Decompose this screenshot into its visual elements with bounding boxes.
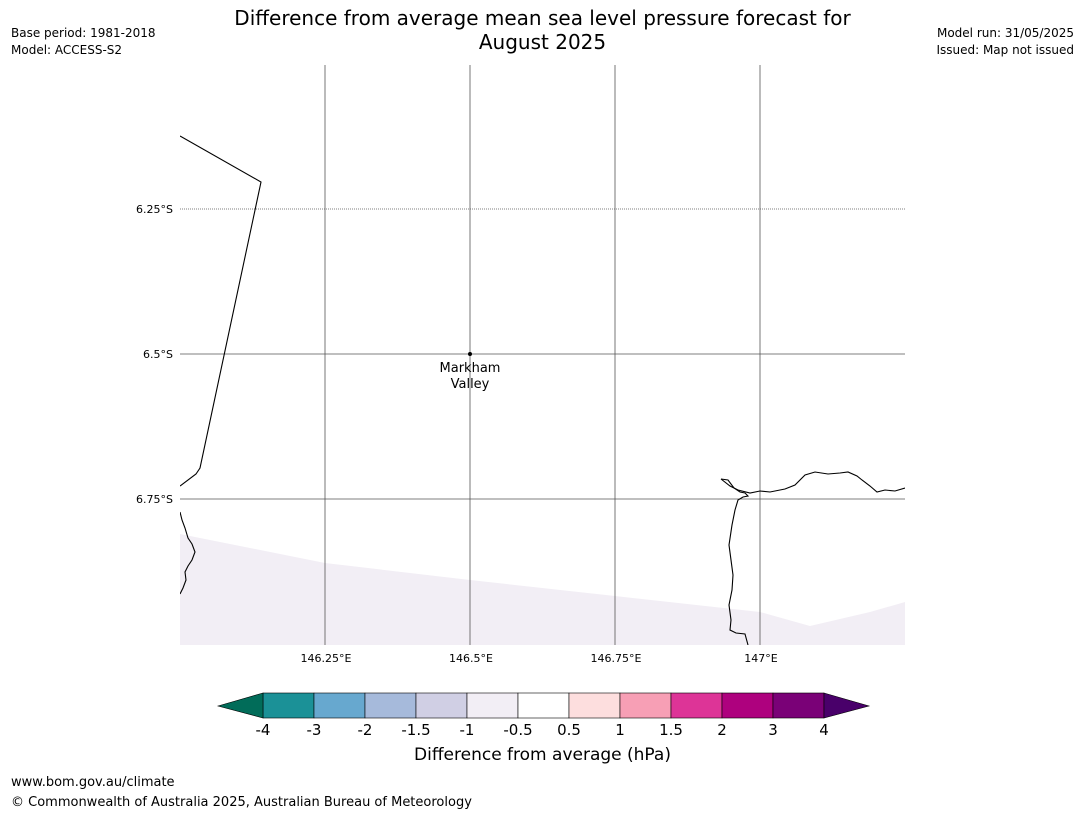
title-line-2: August 2025 (478, 30, 607, 54)
colorbar-tick-label-0: -4 (256, 721, 271, 739)
colorbar-high-extend (823, 692, 871, 719)
colorbar-box-1 (313, 692, 366, 719)
colorbar-tick-label-10: 3 (768, 721, 778, 739)
map-title: Difference from average mean sea level p… (0, 6, 1085, 54)
model-run-text: Model run: 31/05/2025 (936, 26, 1074, 40)
colorbar-box-2 (364, 692, 417, 719)
graticule (180, 65, 905, 645)
coast-west-fragment (180, 511, 196, 595)
colorbar-box-4 (466, 692, 519, 719)
map-area (180, 65, 905, 645)
colorbar-tick-label-1: -3 (307, 721, 322, 739)
footer-copyright: © Commonwealth of Australia 2025, Austra… (11, 795, 472, 810)
metadata-left: Base period: 1981-2018 Model: ACCESS-S2 (11, 25, 156, 59)
colorbar-box-6 (568, 692, 621, 719)
map-panel: 6.25°S 6.5°S 6.75°S 146.25°E 146.5°E 146… (136, 65, 905, 665)
colorbar-tick-label-7: 1 (615, 721, 625, 739)
markham-valley-marker (468, 352, 472, 356)
place-label-line-1: Markham (440, 361, 501, 376)
colorbar-tick-label-11: 4 (819, 721, 829, 739)
coast-east-peninsula (720, 478, 750, 645)
coast-east-shoreline (720, 471, 905, 494)
colorbar-label: Difference from average (hPa) (414, 745, 671, 765)
lat-label-6-5: 6.5°S (143, 348, 173, 361)
colorbar: -4 -3 -2 -1.5 -1 -0.5 0.5 1 1.5 2 3 4 (216, 692, 871, 739)
colorbar-box-8 (670, 692, 723, 719)
colorbar-box-7 (619, 692, 672, 719)
colorbar-tick-label-3: -1.5 (401, 721, 430, 739)
issued-text: Issued: Map not issued (936, 43, 1074, 57)
anomaly-shaded-region (180, 534, 905, 645)
base-period-text: Base period: 1981-2018 (11, 26, 156, 40)
colorbar-tick-label-9: 2 (717, 721, 727, 739)
colorbar-box-0 (262, 692, 315, 719)
colorbar-boxes (262, 692, 825, 719)
lon-label-146-25: 146.25°E (301, 652, 352, 665)
colorbar-tick-label-5: -0.5 (503, 721, 532, 739)
colorbar-box-10 (772, 692, 825, 719)
colorbar-box-3 (415, 692, 468, 719)
footer-url[interactable]: www.bom.gov.au/climate (11, 775, 175, 790)
coastlines (180, 135, 905, 645)
colorbar-box-9 (721, 692, 774, 719)
lon-label-147: 147°E (744, 652, 777, 665)
colorbar-low-extend (216, 692, 264, 719)
colorbar-tick-labels: -4 -3 -2 -1.5 -1 -0.5 0.5 1 1.5 2 3 4 (256, 721, 829, 739)
lat-label-6-25: 6.25°S (136, 203, 173, 216)
lat-label-6-75: 6.75°S (136, 493, 173, 506)
title-line-1: Difference from average mean sea level p… (234, 6, 851, 30)
colorbar-tick-label-6: 0.5 (557, 721, 581, 739)
lon-label-146-75: 146.75°E (591, 652, 642, 665)
border-line-west (180, 135, 262, 487)
model-text: Model: ACCESS-S2 (11, 43, 123, 57)
place-label-line-2: Valley (451, 377, 490, 392)
colorbar-tick-label-2: -2 (358, 721, 373, 739)
metadata-right: Model run: 31/05/2025 Issued: Map not is… (936, 25, 1074, 59)
colorbar-tick-label-4: -1 (460, 721, 475, 739)
colorbar-box-5 (517, 692, 570, 719)
lon-label-146-5: 146.5°E (449, 652, 493, 665)
colorbar-tick-label-8: 1.5 (659, 721, 683, 739)
